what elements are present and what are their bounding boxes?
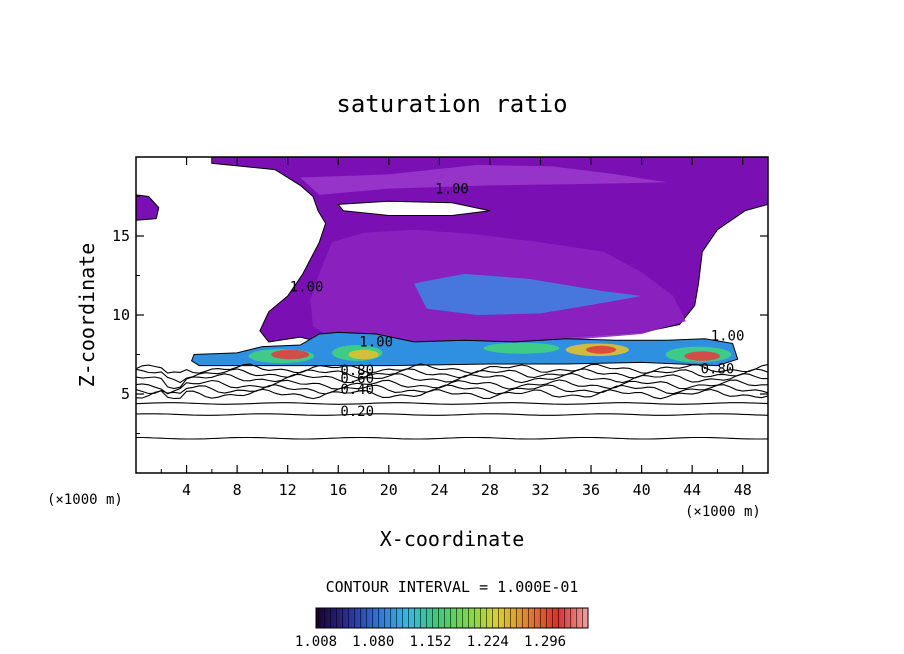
low-layer-region xyxy=(190,331,739,367)
y-tick-label-5: 5 xyxy=(121,385,130,403)
contour-line-0.30 xyxy=(136,402,768,405)
contour-line-0.90 xyxy=(136,363,768,374)
hotspot-group xyxy=(248,342,732,364)
hotspot-6 xyxy=(585,345,617,354)
plot-area: 1.001.001.00 1.000.800.600.400.200.80 xyxy=(136,157,768,440)
colorbar-tick-1: 1.080 xyxy=(352,634,394,650)
y-axis-title: Z-coordinate xyxy=(75,243,99,388)
x-axis-title: X-coordinate xyxy=(380,527,525,551)
hotspot-1 xyxy=(271,349,310,360)
contour-label-8: 0.80 xyxy=(701,361,735,377)
contour-label-2: 1.00 xyxy=(359,335,393,351)
chart-title: saturation ratio xyxy=(336,90,567,118)
x-tick-label-20: 20 xyxy=(380,481,398,499)
colorbar-ticks: 1.008 1.080 1.152 1.224 1.296 xyxy=(295,634,566,650)
x-unit-label-right: (×1000 m) xyxy=(685,504,761,520)
colorbar-tick-0: 1.008 xyxy=(295,634,337,650)
x-tick-label-36: 36 xyxy=(582,481,600,499)
contour-line-0.40 xyxy=(136,388,768,400)
colorbar: 1.008 1.080 1.152 1.224 1.296 xyxy=(295,607,589,650)
clear-hole-region xyxy=(337,200,491,216)
contour-label-7: 0.20 xyxy=(340,404,374,420)
y-axis-ticks: 5 10 15 xyxy=(112,196,768,434)
colorbar-tick-3: 1.224 xyxy=(467,634,509,650)
left-wisp-region xyxy=(136,194,160,221)
contour-line-0.60 xyxy=(136,379,768,395)
contour-interval-note: CONTOUR INTERVAL = 1.000E-01 xyxy=(326,578,579,596)
contour-line-0.70 xyxy=(136,372,768,390)
hotspot-4 xyxy=(483,342,560,354)
x-tick-label-24: 24 xyxy=(430,481,448,499)
contour-line-0.10 xyxy=(136,436,768,440)
x-tick-label-28: 28 xyxy=(481,481,499,499)
x-axis-ticks: 4 8 12 16 20 24 28 32 36 40 44 48 xyxy=(160,157,752,499)
contour-label-6: 0.40 xyxy=(340,382,374,398)
hotspot-3 xyxy=(348,349,379,360)
contour-line-0.80 xyxy=(136,368,768,384)
contour-label-group: 1.001.001.00 1.000.800.600.400.200.80 xyxy=(290,181,745,420)
y-tick-label-10: 10 xyxy=(112,306,130,324)
x-tick-label-16: 16 xyxy=(329,481,347,499)
x-tick-label-4: 4 xyxy=(182,481,191,499)
contour-label-5: 0.60 xyxy=(340,371,374,387)
colorbar-stripes xyxy=(316,608,588,628)
x-tick-label-32: 32 xyxy=(531,481,549,499)
contour-label-1: 1.00 xyxy=(290,279,324,295)
y-tick-label-15: 15 xyxy=(112,227,130,245)
x-tick-label-8: 8 xyxy=(233,481,242,499)
x-tick-label-48: 48 xyxy=(734,481,752,499)
contour-label-0: 1.00 xyxy=(435,181,469,197)
colorbar-frame xyxy=(315,607,589,629)
contour-label-4: 0.80 xyxy=(340,363,374,379)
x-tick-label-44: 44 xyxy=(683,481,701,499)
x-unit-label-left: (×1000 m) xyxy=(47,492,123,508)
contour-label-3: 1.00 xyxy=(711,328,745,344)
ice-region xyxy=(414,273,642,315)
colorbar-tick-2: 1.152 xyxy=(409,634,451,650)
x-tick-label-40: 40 xyxy=(633,481,651,499)
contour-lines xyxy=(136,363,768,440)
contour-line-0.20 xyxy=(136,413,768,416)
hotspot-8 xyxy=(684,351,720,361)
contour-line-0.50 xyxy=(136,384,768,395)
x-tick-label-12: 12 xyxy=(279,481,297,499)
anvil-streak-region xyxy=(300,164,667,195)
colorbar-tick-4: 1.296 xyxy=(524,634,566,650)
